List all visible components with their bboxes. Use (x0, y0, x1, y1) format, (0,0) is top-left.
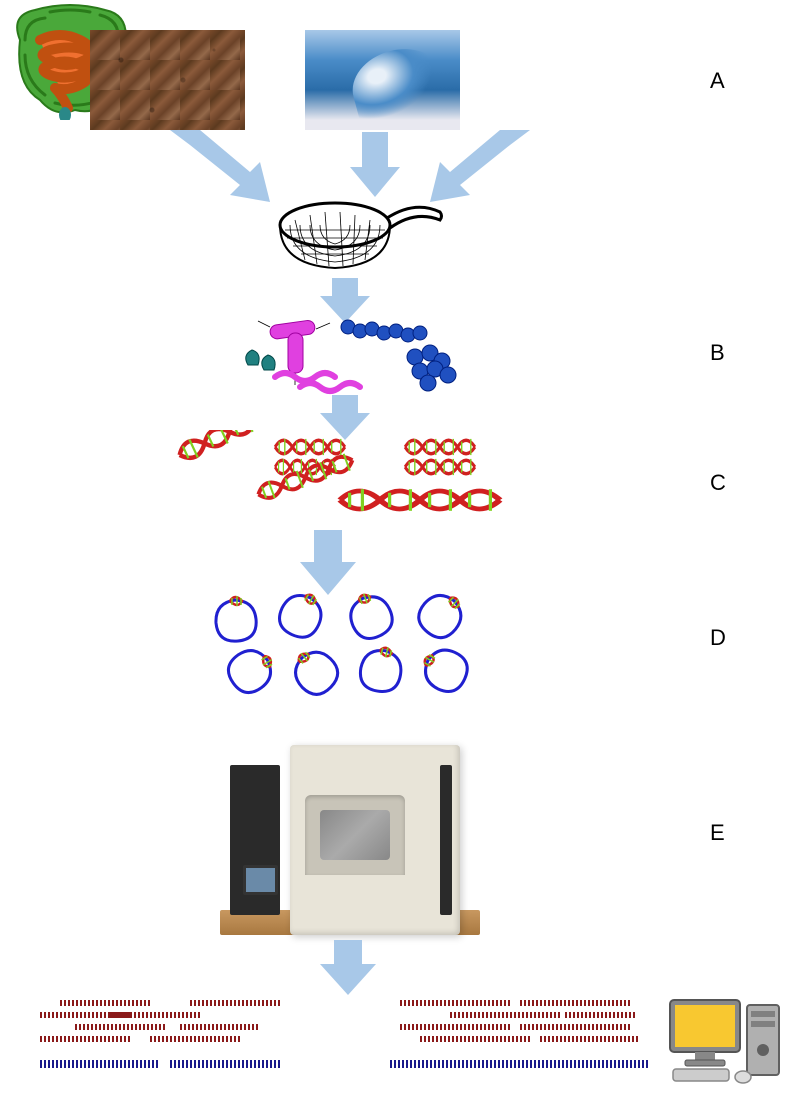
read (540, 1036, 640, 1042)
read (565, 1012, 635, 1018)
read (520, 1024, 630, 1030)
read (40, 1036, 130, 1042)
contig (170, 1060, 280, 1068)
read (400, 1000, 510, 1006)
computer-icon (665, 995, 785, 1085)
read (400, 1024, 510, 1030)
read (450, 1012, 560, 1018)
read (520, 1000, 630, 1006)
arrow-sequencer-to-assembly (320, 940, 376, 995)
read (75, 1024, 165, 1030)
sequencing-machine (240, 735, 460, 935)
sequencer-body (290, 745, 460, 935)
arrow-dna-to-plasmids (300, 530, 356, 595)
dna-fragments (175, 430, 515, 530)
label-A: A (710, 68, 725, 94)
contig (390, 1060, 650, 1068)
read (420, 1036, 530, 1042)
label-B: B (710, 340, 725, 366)
read (60, 1000, 150, 1006)
sieve-icon (275, 190, 445, 290)
lab-monitor (243, 865, 278, 895)
read (150, 1036, 240, 1042)
read (190, 1000, 280, 1006)
arrow-ocean-to-sieve (350, 132, 400, 197)
label-E: E (710, 820, 725, 846)
metagenomics-flow-diagram: A B C D E F (0, 0, 800, 1107)
source-ocean (305, 30, 460, 130)
read (180, 1024, 260, 1030)
contig (40, 1060, 160, 1068)
source-soil (90, 30, 245, 130)
plasmid-library (210, 590, 480, 700)
sequencer-door (305, 795, 405, 875)
read (110, 1012, 200, 1018)
arrow-soil-to-sieve (160, 130, 280, 210)
sequencer-panel (440, 765, 452, 915)
label-D: D (710, 625, 726, 651)
label-C: C (710, 470, 726, 496)
microbes (240, 315, 470, 395)
